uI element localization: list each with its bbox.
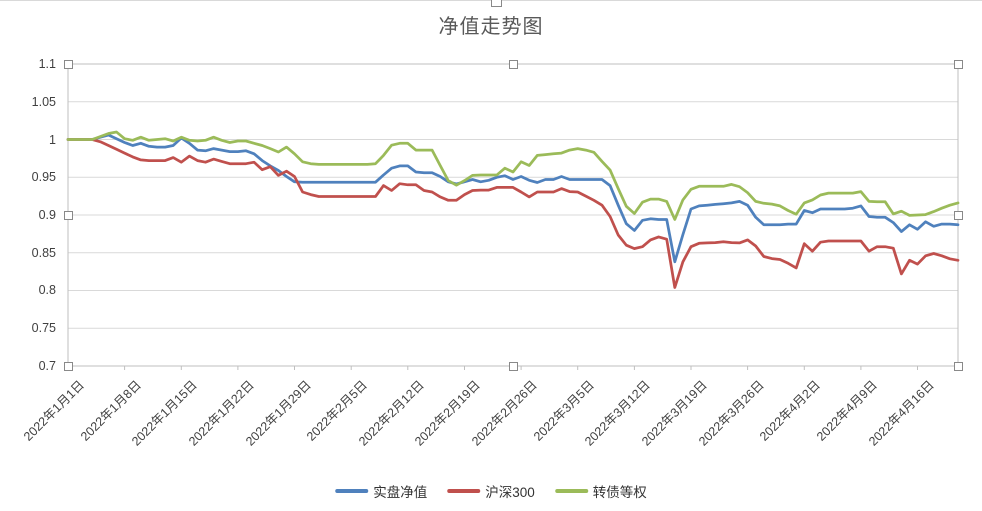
legend-line-swatch — [447, 489, 481, 493]
series-line[interactable] — [66, 133, 960, 264]
legend-label: 沪深300 — [485, 485, 535, 500]
y-axis-tick-label: 1.05 — [31, 95, 56, 109]
plot-area-handle[interactable] — [953, 361, 963, 371]
y-axis-tick-label: 0.95 — [31, 170, 56, 184]
legend-label: 实盘净值 — [373, 485, 428, 500]
legend-item[interactable]: 实盘净值 — [335, 481, 427, 501]
y-axis-tick-label: 0.7 — [38, 359, 56, 373]
chart-title: 净值走势图 — [438, 16, 544, 38]
legend-line-swatch — [554, 489, 588, 493]
legend-line-swatch — [335, 489, 369, 493]
plot-area-handle[interactable] — [508, 59, 518, 69]
y-axis-tick-label: 0.8 — [38, 283, 56, 297]
y-axis-tick-label: 1 — [49, 133, 56, 147]
y-axis-tick-label: 0.75 — [31, 321, 56, 335]
plot-area-handle[interactable] — [63, 59, 73, 69]
legend-label: 转债等权 — [592, 485, 647, 500]
plot-area-handle[interactable] — [508, 361, 518, 371]
chart-legend[interactable]: 实盘净值 沪深300 转债等权 — [335, 481, 647, 501]
legend-item[interactable]: 沪深300 — [447, 481, 535, 501]
y-axis-tick-label: 0.9 — [38, 208, 56, 222]
legend-item[interactable]: 转债等权 — [554, 481, 647, 501]
plot-area-handle[interactable] — [953, 59, 963, 69]
series-line[interactable] — [66, 138, 960, 289]
series-line[interactable] — [66, 130, 960, 221]
plot-area-handle[interactable] — [63, 361, 73, 371]
y-axis-tick-label: 0.85 — [31, 246, 56, 260]
y-axis-tick-label: 1.1 — [38, 57, 56, 71]
plot-area-handle[interactable] — [63, 210, 73, 220]
chart-selection-handle[interactable] — [491, 0, 502, 7]
plot-area-handle[interactable] — [953, 210, 963, 220]
